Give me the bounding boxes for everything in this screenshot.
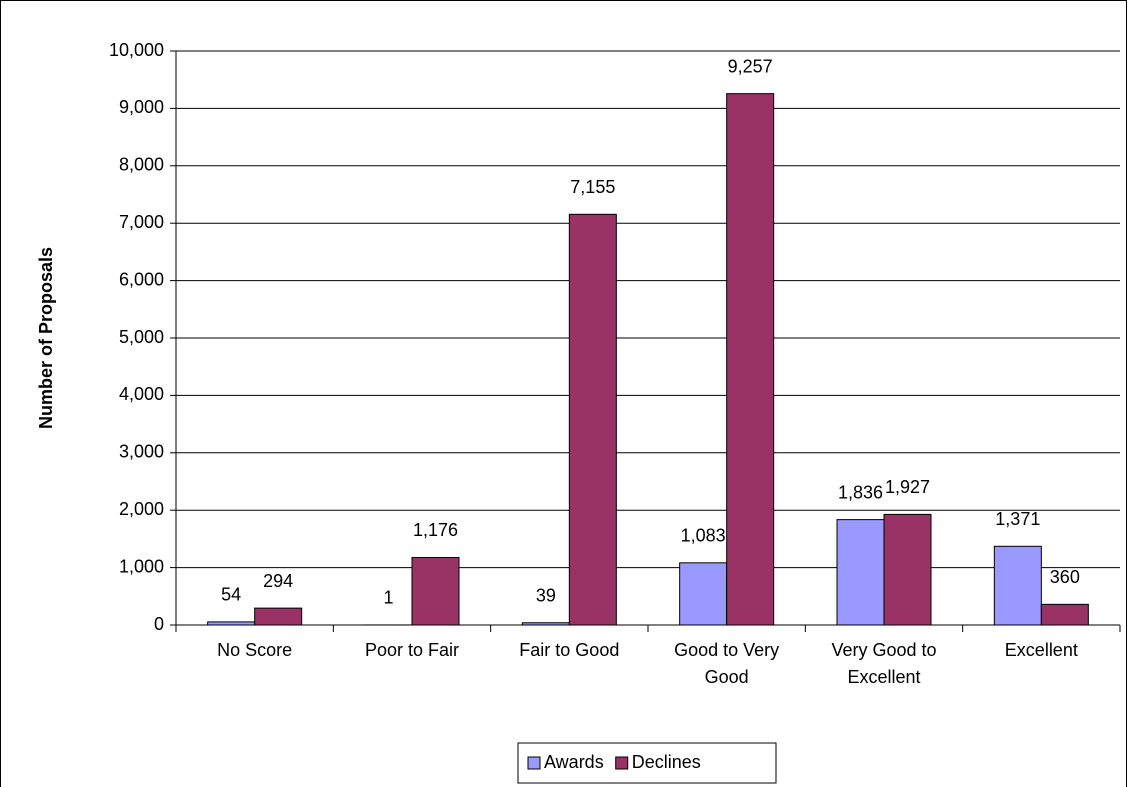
legend-swatch [527, 756, 541, 770]
data-label: 1 [383, 588, 393, 608]
y-tick-label: 1,000 [119, 556, 164, 576]
data-label: 1,836 [838, 482, 883, 502]
bar [883, 513, 932, 626]
legend-label: Awards [544, 752, 604, 772]
bar [1040, 603, 1089, 626]
x-tick-label: No Score [217, 640, 293, 660]
bar [993, 545, 1042, 626]
data-label: 360 [1050, 567, 1080, 587]
legend-swatch [615, 756, 629, 770]
y-tick-label: 10,000 [109, 40, 164, 60]
data-label: 294 [263, 571, 293, 591]
y-axis-title: Number of Proposals [36, 247, 56, 429]
x-tick-label: Excellent [1004, 640, 1078, 660]
y-tick-label: 5,000 [119, 327, 164, 347]
y-tick-label: 9,000 [119, 97, 164, 117]
data-label: 9,257 [728, 56, 773, 76]
data-label: 1,371 [995, 509, 1040, 529]
y-tick-label: 8,000 [119, 155, 164, 175]
data-label: 1,176 [413, 520, 458, 540]
x-tick-label: Very Good to Excellent [831, 640, 937, 687]
y-tick-label: 6,000 [119, 269, 164, 289]
y-tick-label: 2,000 [119, 499, 164, 519]
y-tick-label: 4,000 [119, 384, 164, 404]
data-label: 7,155 [570, 177, 615, 197]
bar [726, 93, 775, 626]
y-tick-label: 3,000 [119, 442, 164, 462]
bar [411, 556, 460, 626]
bar [254, 607, 303, 626]
data-label: 1,927 [885, 477, 930, 497]
data-label: 54 [221, 585, 241, 605]
data-label: 39 [536, 586, 556, 606]
x-tick-label: Poor to Fair [364, 640, 460, 660]
data-label: 1,083 [681, 526, 726, 546]
bar [679, 562, 728, 626]
legend-box [517, 742, 777, 784]
y-tick-label: 7,000 [119, 212, 164, 232]
x-tick-label: Fair to Good [519, 640, 620, 660]
bar [836, 519, 885, 626]
y-tick-label: 0 [154, 614, 164, 634]
bar [568, 213, 617, 626]
legend-label: Declines [632, 752, 701, 772]
x-tick-label: Good to Very Good [674, 640, 780, 687]
